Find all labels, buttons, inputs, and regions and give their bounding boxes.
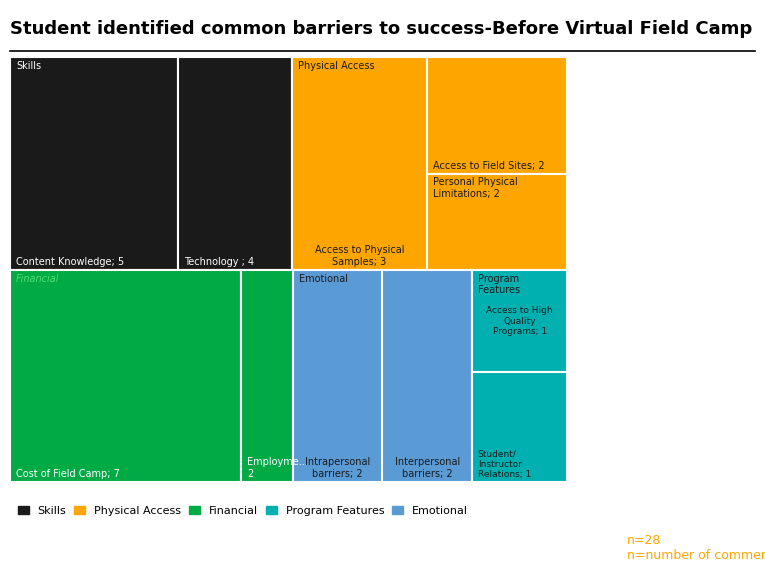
Bar bbox=[382, 270, 472, 482]
Text: Interpersonal
barriers; 2: Interpersonal barriers; 2 bbox=[395, 457, 460, 479]
Bar bbox=[427, 174, 568, 270]
Text: Access to Field Sites; 2: Access to Field Sites; 2 bbox=[433, 160, 545, 171]
Text: n=28
n=number of comments: n=28 n=number of comments bbox=[627, 534, 765, 562]
Bar bbox=[427, 57, 568, 174]
Text: Access to High
Quality
Programs; 1: Access to High Quality Programs; 1 bbox=[487, 306, 553, 336]
Bar bbox=[10, 57, 177, 270]
Text: Financial: Financial bbox=[16, 274, 60, 284]
Bar bbox=[472, 372, 568, 482]
Text: Skills: Skills bbox=[16, 61, 41, 70]
Text: Student/
Instructor
Relations; 1: Student/ Instructor Relations; 1 bbox=[478, 449, 531, 479]
Bar bbox=[472, 270, 568, 372]
Text: Emotional: Emotional bbox=[299, 274, 348, 284]
Text: Content Knowledge; 5: Content Knowledge; 5 bbox=[16, 257, 124, 267]
Legend: Skills, Physical Access, Financial, Program Features, Emotional: Skills, Physical Access, Financial, Prog… bbox=[13, 501, 473, 521]
Text: Access to Physical
Samples; 3: Access to Physical Samples; 3 bbox=[314, 245, 404, 267]
Bar bbox=[293, 270, 382, 482]
Bar bbox=[241, 270, 293, 482]
Text: Technology ; 4: Technology ; 4 bbox=[184, 257, 254, 267]
Text: Physical Access: Physical Access bbox=[298, 61, 374, 70]
Text: Student identified common barriers to success-Before Virtual Field Camp: Student identified common barriers to su… bbox=[10, 20, 752, 38]
Bar bbox=[10, 270, 241, 482]
Bar bbox=[291, 57, 427, 270]
Text: Program
Features: Program Features bbox=[478, 274, 520, 295]
Bar bbox=[177, 57, 291, 270]
Text: Cost of Field Camp; 7: Cost of Field Camp; 7 bbox=[16, 469, 120, 479]
Text: Personal Physical
Limitations; 2: Personal Physical Limitations; 2 bbox=[433, 178, 518, 199]
Text: Employme...
2: Employme... 2 bbox=[247, 457, 308, 479]
Text: Intrapersonal
barriers; 2: Intrapersonal barriers; 2 bbox=[305, 457, 370, 479]
